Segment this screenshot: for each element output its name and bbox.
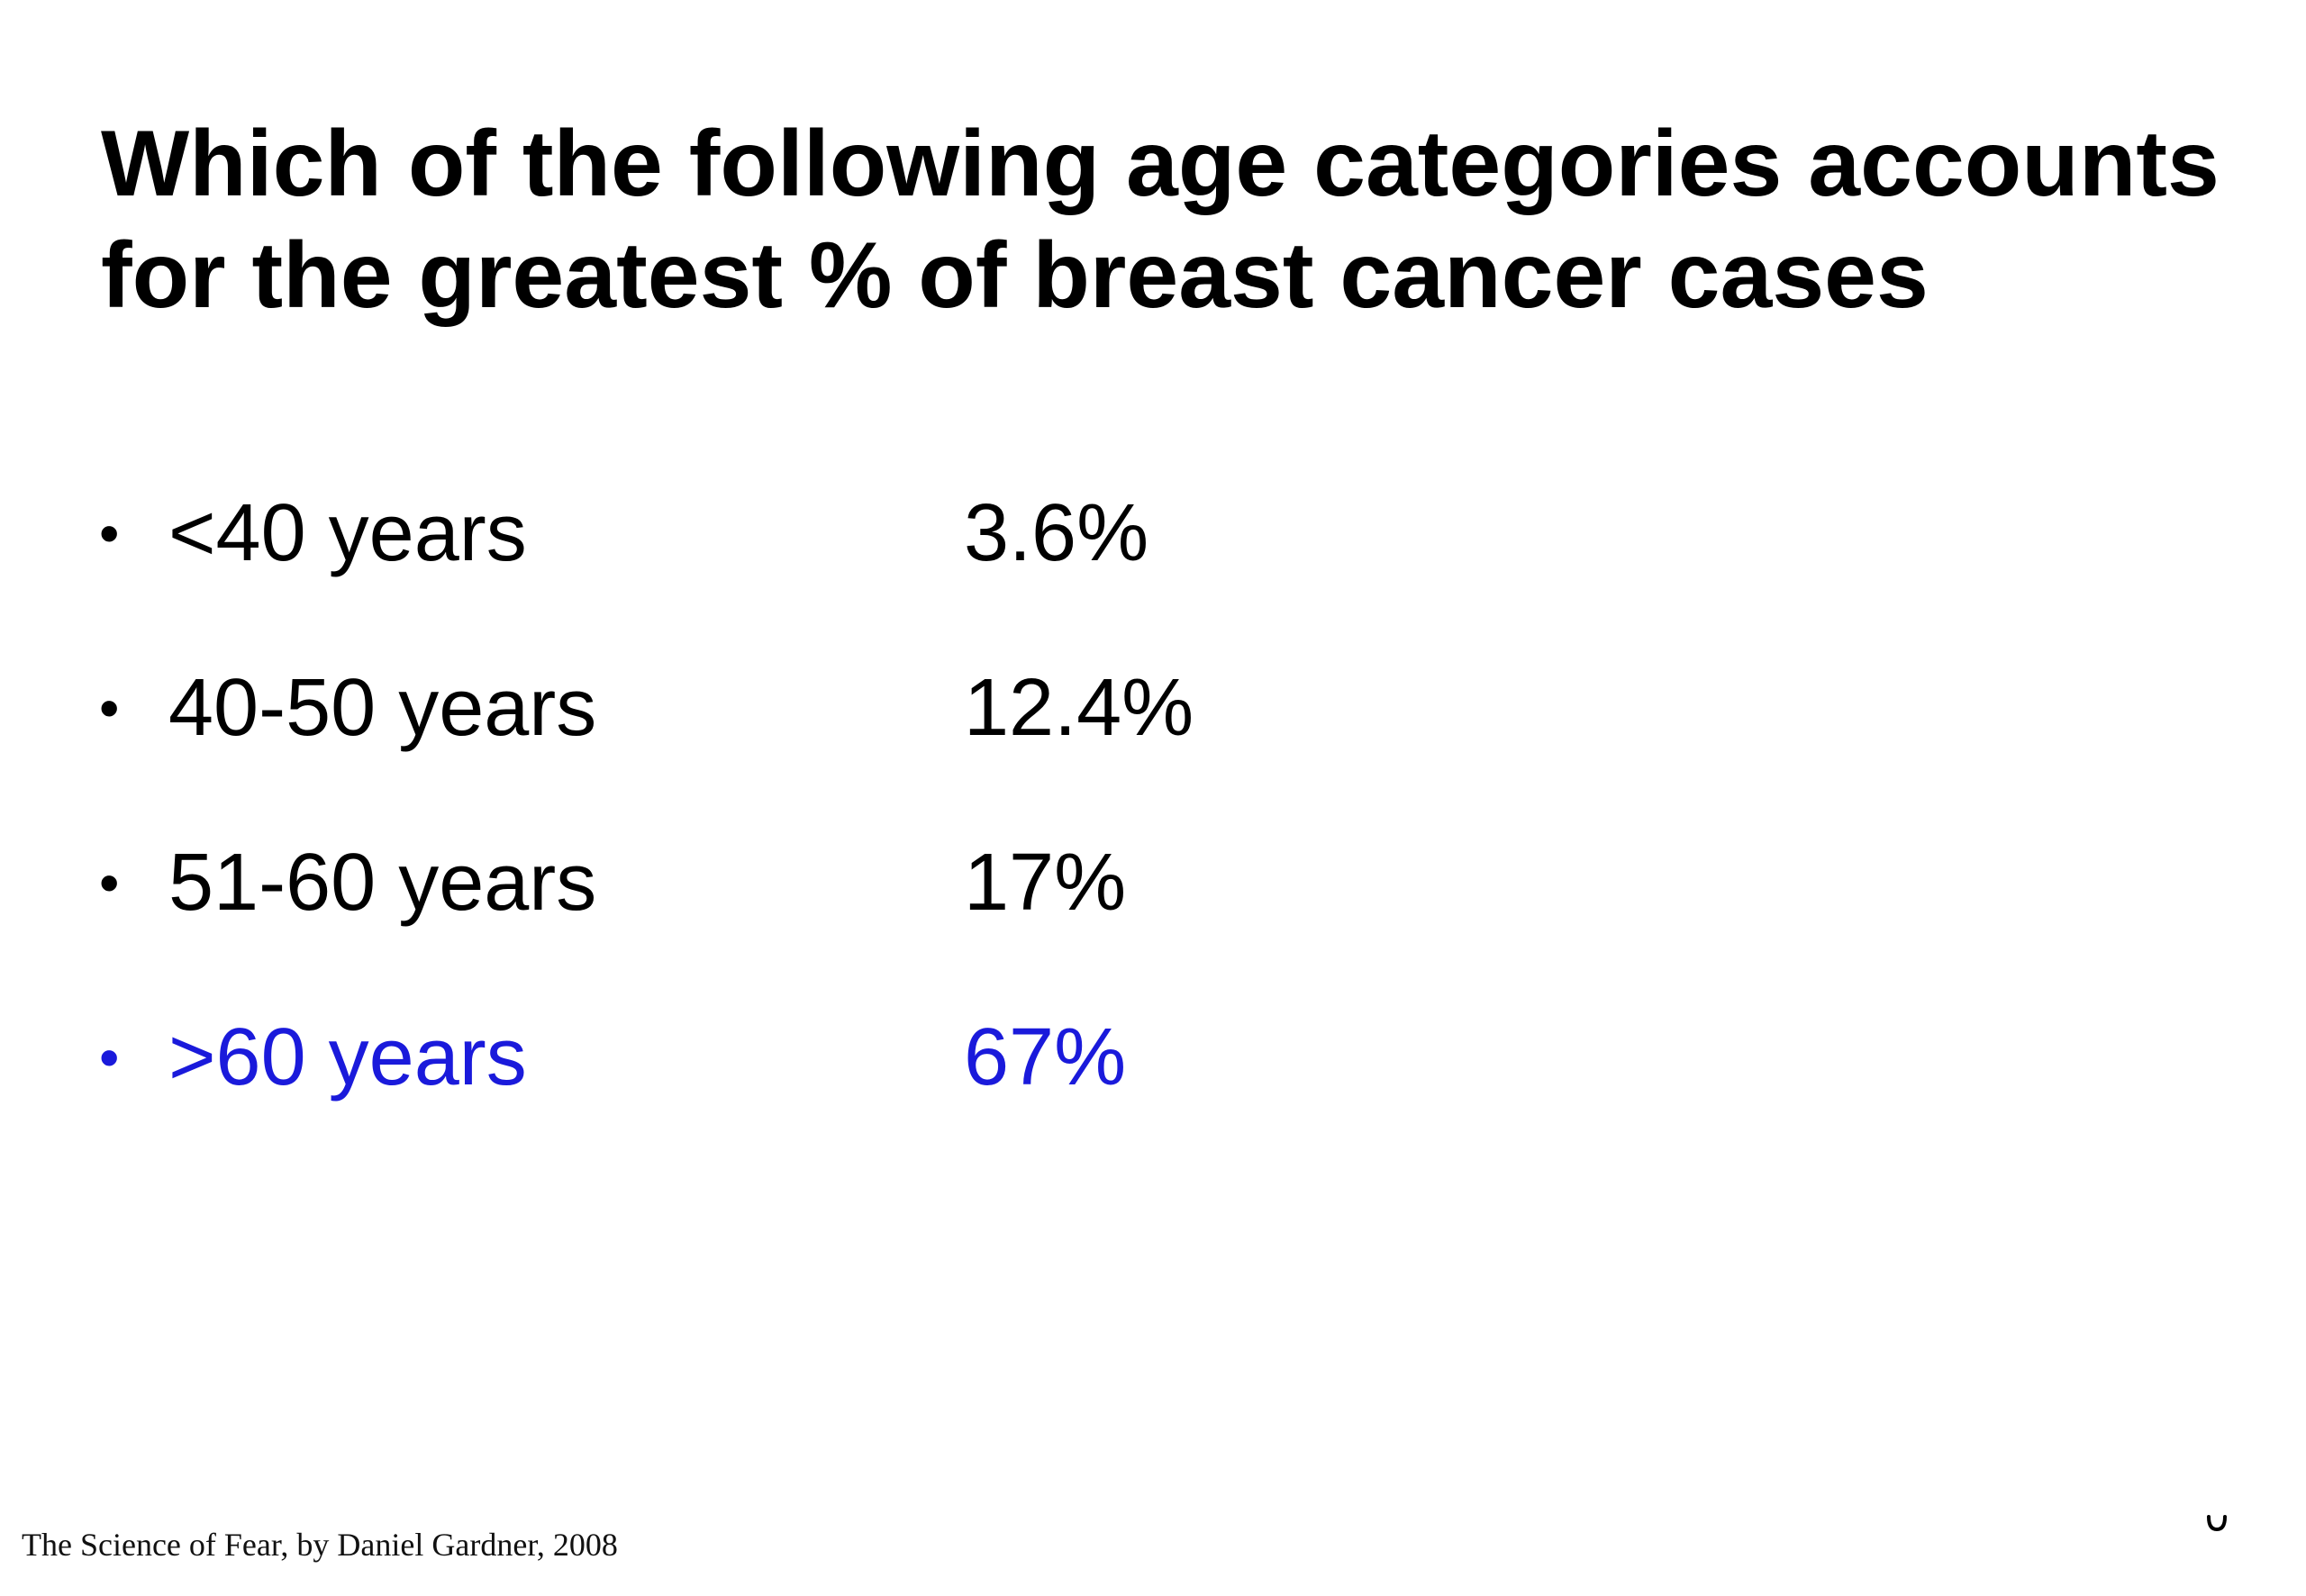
bullet-icon: • xyxy=(99,1025,120,1090)
percentage-value: 67% xyxy=(964,1012,1127,1102)
bullet-icon: • xyxy=(99,501,120,566)
list-item-over-60-highlighted: • >60 years 67% xyxy=(0,1003,2306,1111)
source-citation: The Science of Fear, by Daniel Gardner, … xyxy=(22,1527,618,1563)
percentage-value: 12.4% xyxy=(964,663,1194,753)
percentage-value: 3.6% xyxy=(964,488,1149,578)
age-category-label: <40 years xyxy=(168,488,527,578)
bullet-icon: • xyxy=(99,850,120,915)
slide-title: Which of the following age categories ac… xyxy=(101,108,2245,331)
bullet-icon: • xyxy=(99,676,120,740)
list-item-under-40: • <40 years 3.6% xyxy=(0,479,2306,587)
list-item-51-60: • 51-60 years 17% xyxy=(0,829,2306,937)
age-category-label: 51-60 years xyxy=(168,838,597,928)
slide-title-line-1: Which of the following age categories ac… xyxy=(101,112,2220,216)
percentage-value: 17% xyxy=(964,838,1127,928)
page-number-mark-icon xyxy=(2207,1515,2227,1532)
list-item-40-50: • 40-50 years 12.4% xyxy=(0,654,2306,762)
age-category-label: 40-50 years xyxy=(168,663,597,753)
age-category-label: >60 years xyxy=(168,1012,527,1102)
slide-title-line-2: for the greatest % of breast cancer case… xyxy=(101,223,1929,328)
